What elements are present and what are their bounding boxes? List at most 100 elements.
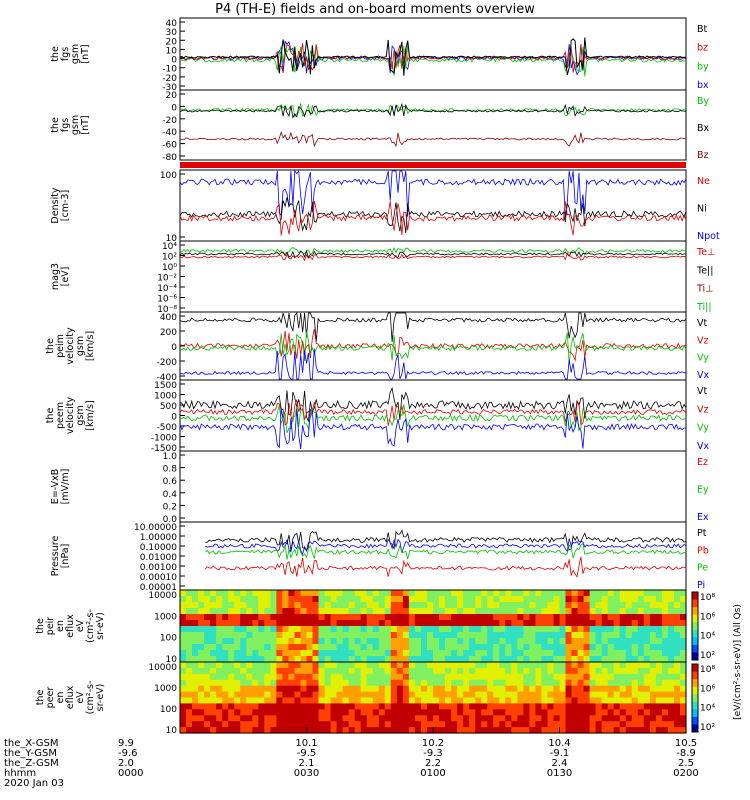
- peir-spectrogram-cell: [661, 614, 669, 621]
- peer-spectrogram-cell: [535, 715, 542, 722]
- colorbar-peir-tick: 10⁸: [700, 593, 715, 603]
- peer-spectrogram-cell: [276, 709, 283, 716]
- peir-spectrogram-cell: [384, 638, 392, 645]
- plot-title: P4 (TH-E) fields and on-board moments ov…: [215, 2, 535, 17]
- peer-spectrogram-cell: [378, 703, 386, 710]
- peir-spectrogram-cell: [433, 638, 440, 645]
- peir-spectrogram-cell: [276, 638, 283, 645]
- peer-spectrogram-cell: [264, 715, 271, 722]
- peer-spectrogram-cell: [396, 691, 404, 699]
- peir-spectrogram-cell: [667, 632, 675, 639]
- peir-spectrogram-cell: [565, 608, 573, 615]
- colorbar-peir-frame: [691, 591, 699, 661]
- peir-spectrogram-cell: [270, 596, 277, 603]
- peer-spectrogram-cell: [577, 697, 585, 704]
- peer-spectrogram-cell: [625, 685, 633, 693]
- peir-spectrogram-cell: [433, 608, 440, 615]
- peer-spectrogram-cell: [559, 667, 567, 675]
- peir-spectrogram-cell: [210, 620, 217, 627]
- peir-spectrogram-cell: [631, 626, 639, 633]
- peer-spectrogram-cell: [336, 679, 344, 687]
- colorbar-peir-tick: 10⁴: [700, 632, 715, 642]
- peir-spectrogram-cell: [481, 596, 488, 603]
- peir-spectrogram-cell: [607, 632, 615, 639]
- peer-spectrogram-cell: [306, 679, 314, 687]
- peer-spectrogram-cell: [258, 727, 265, 734]
- peer-spectrogram-cell: [228, 697, 235, 704]
- peir-spectrogram-cell: [234, 638, 241, 645]
- peir-spectrogram-cell: [674, 650, 681, 657]
- peer-spectrogram-cell: [680, 697, 687, 704]
- peir-spectrogram-cell: [571, 602, 579, 609]
- peir-spectrogram-cell: [336, 596, 344, 603]
- peir-spectrogram-cell: [547, 656, 555, 663]
- peer-spectrogram-cell: [348, 721, 356, 728]
- peer-spectrogram-cell: [384, 662, 392, 669]
- peer-spectrogram-cell: [421, 697, 428, 704]
- peir-spectrogram-cell: [312, 632, 320, 639]
- peir-spectrogram-cell: [360, 644, 368, 651]
- peer-spectrogram-cell: [661, 703, 669, 710]
- peer-spectrogram-cell: [637, 685, 645, 693]
- peer-spectrogram-cell: [493, 697, 500, 704]
- peer-spectrogram-cell: [511, 727, 518, 734]
- peer-spectrogram-cell: [180, 673, 187, 681]
- peir-spectrogram-cell: [571, 614, 579, 621]
- panel-4-ylabel: mag3: [50, 263, 61, 290]
- peer-spectrogram-cell: [655, 685, 663, 693]
- peer-spectrogram-cell: [306, 697, 314, 704]
- panel-7-tick-label: 0.4: [163, 490, 178, 500]
- peir-spectrogram-cell: [192, 608, 199, 615]
- peer-spectrogram-cell: [643, 673, 651, 681]
- peir-spectrogram-cell: [637, 656, 645, 663]
- peir-spectrogram-cell: [463, 608, 470, 615]
- peir-spectrogram-cell: [661, 608, 669, 615]
- peer-spectrogram-cell: [402, 673, 410, 681]
- peir-spectrogram-cell: [354, 608, 362, 615]
- peer-spectrogram-cell: [186, 721, 193, 728]
- peir-spectrogram-cell: [216, 656, 223, 663]
- p8-pb: [204, 556, 687, 578]
- peer-spectrogram-cell: [613, 679, 621, 687]
- peer-spectrogram-cell: [541, 662, 548, 669]
- peir-spectrogram-cell: [529, 632, 536, 639]
- peer-spectrogram-cell: [372, 685, 380, 693]
- peer-spectrogram-cell: [541, 691, 548, 699]
- peir-spectrogram-cell: [180, 644, 187, 651]
- peer-spectrogram-cell: [222, 685, 229, 693]
- peir-spectrogram-cell: [186, 590, 193, 597]
- peir-spectrogram-cell: [457, 590, 464, 597]
- peer-spectrogram-cell: [517, 727, 524, 734]
- peer-spectrogram-cell: [378, 709, 386, 716]
- peir-spectrogram-cell: [535, 614, 542, 621]
- peir-spectrogram-cell: [637, 650, 645, 657]
- peir-spectrogram-cell: [559, 626, 567, 633]
- peir-spectrogram-cell: [559, 656, 567, 663]
- peir-spectrogram-cell: [198, 596, 205, 603]
- peir-spectrogram-cell: [396, 620, 404, 627]
- panel-8-tick-label: 10.00000: [134, 523, 177, 533]
- peer-spectrogram-cell: [433, 673, 440, 681]
- peir-spectrogram-cell: [433, 644, 440, 651]
- peer-spectrogram-cell: [577, 715, 585, 722]
- peir-spectrogram-cell: [366, 650, 374, 657]
- peer-spectrogram-cell: [276, 679, 283, 687]
- peir-spectrogram-cell: [661, 596, 669, 603]
- peir-spectrogram-cell: [300, 644, 308, 651]
- peer-spectrogram-cell: [547, 697, 555, 704]
- peir-spectrogram-cell: [445, 590, 452, 597]
- peir-spectrogram-cell: [318, 608, 326, 615]
- peer-spectrogram-cell: [336, 673, 344, 681]
- peir-spectrogram-cell: [306, 638, 314, 645]
- peer-spectrogram-cell: [282, 691, 289, 699]
- peer-spectrogram-cell: [402, 715, 410, 722]
- peer-spectrogram-cell: [475, 721, 482, 728]
- peir-spectrogram-cell: [553, 632, 561, 639]
- peer-spectrogram-cell: [312, 667, 320, 675]
- peir-spectrogram-cell: [348, 608, 356, 615]
- peir-spectrogram-cell: [234, 590, 241, 597]
- peer-spectrogram-cell: [439, 691, 446, 699]
- peer-spectrogram-cell: [384, 667, 392, 675]
- peer-spectrogram-cell: [553, 697, 561, 704]
- peir-spectrogram-cell: [390, 632, 398, 639]
